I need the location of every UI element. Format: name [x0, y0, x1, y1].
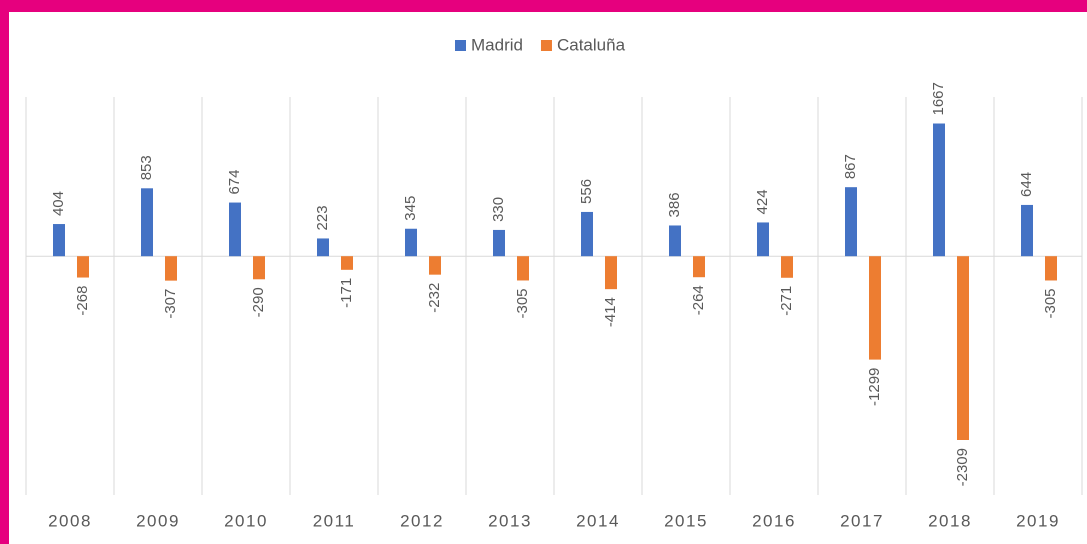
data-label: 867: [842, 154, 859, 179]
data-label: -264: [690, 285, 707, 315]
bar: [405, 228, 417, 257]
bar: [517, 256, 529, 281]
data-label: 674: [226, 170, 243, 195]
bar: [253, 256, 265, 280]
data-label: -171: [338, 278, 355, 308]
legend-swatch: [455, 40, 466, 51]
data-label: -1299: [866, 368, 883, 406]
legend-label: Madrid: [471, 35, 523, 54]
bar: [757, 222, 769, 257]
x-tick-label: 2017: [840, 511, 884, 530]
x-tick-label: 2015: [664, 511, 708, 530]
bar: [53, 224, 65, 257]
data-label: -307: [162, 289, 179, 319]
data-label: -290: [250, 287, 267, 317]
data-label: 330: [490, 197, 507, 222]
bar: [605, 256, 617, 290]
x-tick-label: 2012: [400, 511, 444, 530]
data-label: -414: [602, 297, 619, 327]
bar: [429, 256, 441, 275]
bar: [933, 123, 945, 257]
x-tick-label: 2008: [48, 511, 92, 530]
bar: [493, 229, 505, 257]
legend-swatch: [540, 40, 552, 51]
data-label: 386: [666, 192, 683, 217]
x-tick-label: 2019: [1016, 511, 1060, 530]
bar: [693, 256, 705, 278]
data-label: -271: [778, 286, 795, 316]
data-label: -232: [426, 283, 443, 313]
x-tick-label: 2014: [576, 511, 620, 530]
frame-left: [0, 0, 9, 544]
x-tick-label: 2011: [313, 511, 356, 530]
bar: [869, 256, 881, 360]
bar: [141, 188, 153, 257]
data-label: 853: [138, 155, 155, 180]
bar: [957, 256, 969, 440]
legend-label: Cataluña: [557, 35, 626, 54]
x-tick-label: 2009: [136, 511, 180, 530]
x-tick-label: 2013: [488, 511, 532, 530]
data-label: 223: [314, 205, 331, 230]
x-tick-label: 2010: [224, 511, 268, 530]
data-label: -305: [514, 288, 531, 318]
data-label: 404: [50, 191, 67, 216]
data-label: 1667: [930, 82, 947, 115]
bar: [229, 202, 241, 257]
bar: [317, 238, 329, 257]
data-label: -268: [74, 286, 91, 316]
data-label: -2309: [954, 448, 971, 486]
data-label: 556: [578, 179, 595, 204]
data-label: 345: [402, 196, 419, 221]
bar: [581, 211, 593, 257]
bar: [1045, 256, 1057, 281]
data-label: 644: [1018, 172, 1035, 197]
bar: [669, 225, 681, 257]
x-tick-label: 2016: [752, 511, 796, 530]
data-label: -305: [1042, 288, 1059, 318]
bar: [1021, 204, 1033, 257]
data-label: 424: [754, 189, 771, 214]
bar: [165, 256, 177, 281]
bar: [781, 256, 793, 278]
frame-top: [0, 0, 1087, 12]
bar: [845, 187, 857, 257]
bar: [77, 256, 89, 278]
bar: [341, 256, 353, 270]
x-tick-label: 2018: [928, 511, 972, 530]
